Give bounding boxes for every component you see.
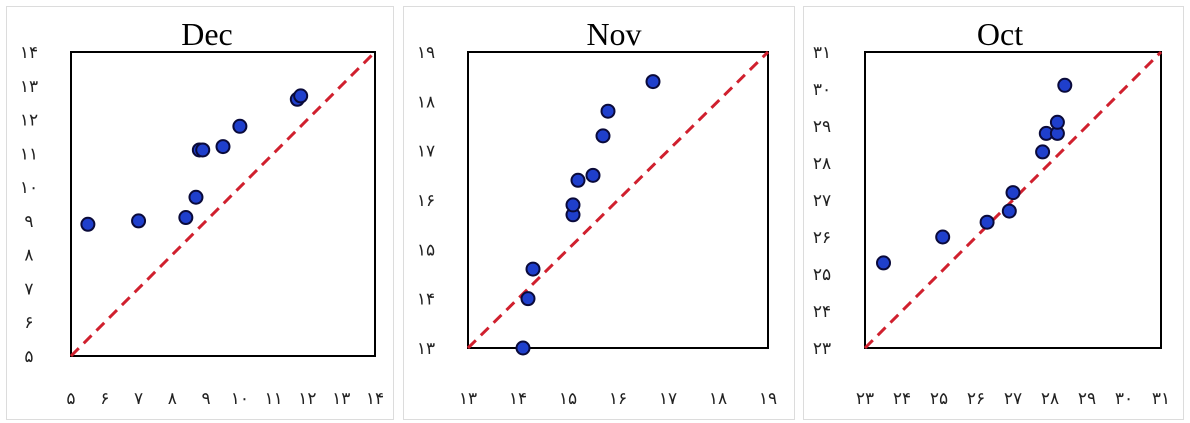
y-tick-label: ۱۴ xyxy=(20,43,38,63)
data-point xyxy=(595,128,611,144)
y-tick-label: ۲۶ xyxy=(813,228,831,248)
x-tick-label: ۱۴ xyxy=(366,389,384,409)
x-tick-label: ۱۶ xyxy=(609,389,627,409)
y-tick-label: ۱۹ xyxy=(417,43,435,63)
chart-title: Nov xyxy=(586,16,641,52)
x-tick-label: ۶ xyxy=(100,389,109,409)
chart-panel-nov: Nov ۱۳ ۱۴ ۱۵ ۱۶ ۱۷ ۱۸ ۱۹ ۱۳ ۱۴ ۱۵ ۱۶ ۱۷ ۱۸ ۱۹ xyxy=(403,6,795,420)
x-tick-label: ۹ xyxy=(202,389,211,409)
y-tick-label: ۶ xyxy=(24,313,33,333)
y-tick-label: ۲۳ xyxy=(813,339,831,359)
x-tick-label: ۲۶ xyxy=(967,389,985,409)
identity-line xyxy=(69,50,377,358)
chart-dec: Dec ۵ ۶ ۷ ۸ ۹ ۱۰ ۱۱ ۱۲ ۱۳ ۱۴ ۵ ۶ ۷ ۸ ۹ ۱۰ ۱۱ ۱۲ ۱۳ ۱۴ xyxy=(20,16,384,409)
chart-panel-dec: Dec ۵ ۶ ۷ ۸ ۹ ۱۰ ۱۱ ۱۲ ۱۳ ۱۴ ۵ ۶ ۷ ۸ ۹ ۱۰ ۱۱ ۱۲ ۱۳ ۱۴ xyxy=(6,6,394,420)
y-tick-label: ۲۴ xyxy=(813,302,831,322)
chart-nov: Nov ۱۳ ۱۴ ۱۵ ۱۶ ۱۷ ۱۸ ۱۹ ۱۳ ۱۴ ۱۵ ۱۶ ۱۷ ۱۸ ۱۹ xyxy=(417,16,777,409)
x-tick-label: ۳۱ xyxy=(1152,389,1170,409)
y-tick-label: ۳۰ xyxy=(813,80,831,100)
data-point xyxy=(515,340,531,356)
y-tick-label: ۲۸ xyxy=(813,154,831,174)
x-tick-label: ۱۹ xyxy=(759,389,777,409)
identity-line xyxy=(863,50,1163,350)
x-tick-label: ۱۸ xyxy=(709,389,727,409)
data-point xyxy=(195,142,211,158)
data-point xyxy=(188,189,204,205)
x-tick-label: ۱۳ xyxy=(459,389,477,409)
data-point xyxy=(979,214,995,230)
x-tick-label: ۲۷ xyxy=(1004,389,1022,409)
data-point xyxy=(1035,144,1051,160)
x-tick-label: ۲۸ xyxy=(1041,389,1059,409)
chart-oct: Oct ۲۳ ۲۴ ۲۵ ۲۶ ۲۷ ۲۸ ۲۹ ۳۰ ۳۱ ۲۳ ۲۴ ۲۵ ۲۶ ۲۷ ۲۸ ۲۹ ۳۰ ۳۱ xyxy=(813,16,1170,409)
chart-panel-oct: Oct ۲۳ ۲۴ ۲۵ ۲۶ ۲۷ ۲۸ ۲۹ ۳۰ ۳۱ ۲۳ ۲۴ ۲۵ ۲۶ ۲۷ ۲۸ ۲۹ ۳۰ ۳۱ xyxy=(803,6,1184,420)
x-tick-label: ۷ xyxy=(134,389,143,409)
y-tick-label: ۳۱ xyxy=(813,43,831,63)
y-tick-label: ۱۴ xyxy=(417,290,435,310)
x-tick-label: ۲۹ xyxy=(1078,389,1096,409)
y-tick-label: ۱۱ xyxy=(20,144,38,164)
y-tick-label: ۱۶ xyxy=(417,191,435,211)
x-tick-label: ۵ xyxy=(66,389,75,409)
plot-frame xyxy=(467,51,769,349)
x-tick-label: ۳۰ xyxy=(1115,389,1133,409)
data-point xyxy=(232,118,248,134)
y-tick-label: ۱۵ xyxy=(417,240,435,260)
y-tick-label: ۱۳ xyxy=(417,339,435,359)
x-tick-label: ۱۲ xyxy=(298,389,316,409)
x-tick-label: ۱۱ xyxy=(265,389,283,409)
x-tick-label: ۲۵ xyxy=(930,389,948,409)
x-tick-label: ۱۴ xyxy=(509,389,527,409)
x-tick-label: ۸ xyxy=(168,389,177,409)
y-tick-label: ۱۸ xyxy=(417,92,435,112)
data-point xyxy=(131,213,147,229)
data-point xyxy=(178,210,194,226)
chart-title: Dec xyxy=(181,16,233,52)
plot-frame xyxy=(70,51,376,357)
data-point xyxy=(293,88,309,104)
data-point xyxy=(1057,77,1073,93)
data-point xyxy=(585,167,601,183)
data-point xyxy=(600,103,616,119)
y-tick-label: ۷ xyxy=(24,279,33,299)
data-point xyxy=(645,74,661,90)
data-point xyxy=(525,261,541,277)
y-tick-label: ۲۹ xyxy=(813,117,831,137)
x-tick-label: ۱۰ xyxy=(231,389,249,409)
data-point xyxy=(215,139,231,155)
x-tick-label: ۲۴ xyxy=(893,389,911,409)
y-tick-label: ۸ xyxy=(24,246,33,266)
y-tick-label: ۲۷ xyxy=(813,191,831,211)
data-point xyxy=(520,291,536,307)
data-point xyxy=(1049,114,1065,130)
data-point xyxy=(876,255,891,271)
y-tick-label: ۱۰ xyxy=(20,178,38,198)
y-tick-label: ۱۷ xyxy=(417,142,435,162)
data-point xyxy=(570,172,586,188)
data-point xyxy=(565,197,581,213)
y-tick-label: ۵ xyxy=(24,347,33,367)
chart-title: Oct xyxy=(977,16,1023,52)
y-tick-label: ۱۲ xyxy=(20,111,38,131)
x-tick-label: ۱۷ xyxy=(659,389,677,409)
data-point xyxy=(1001,203,1017,219)
y-tick-label: ۲۵ xyxy=(813,265,831,285)
x-tick-label: ۲۳ xyxy=(856,389,874,409)
x-tick-label: ۱۵ xyxy=(559,389,577,409)
data-point xyxy=(1005,185,1021,201)
x-tick-label: ۱۳ xyxy=(332,389,350,409)
y-tick-label: ۱۳ xyxy=(20,77,38,97)
y-tick-label: ۹ xyxy=(24,212,33,232)
identity-line xyxy=(466,50,770,350)
plot-frame xyxy=(864,51,1162,349)
data-point xyxy=(80,216,96,232)
data-point xyxy=(935,229,951,245)
